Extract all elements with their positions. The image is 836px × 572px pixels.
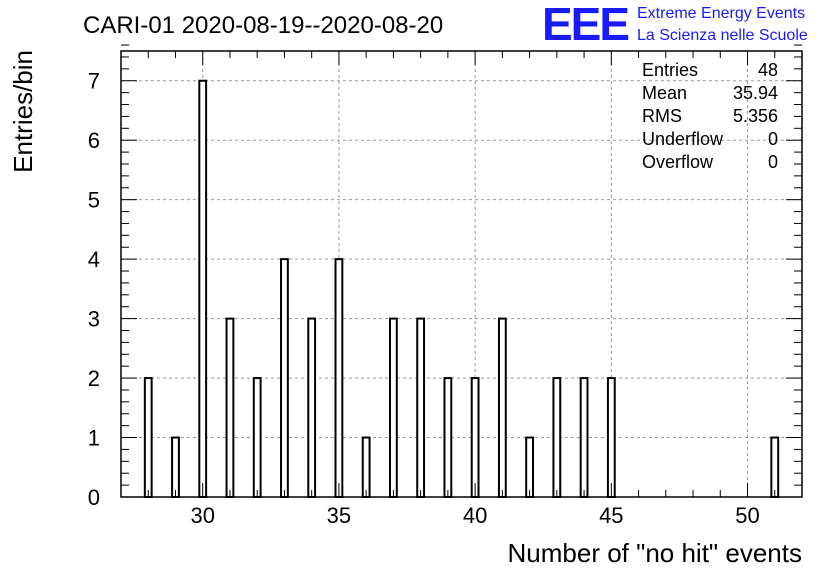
y-tick-label: 5 <box>88 188 100 213</box>
histogram-bar <box>770 436 780 498</box>
logo-line-1: Extreme Energy Events <box>637 5 805 22</box>
y-tick-label: 4 <box>88 247 100 272</box>
histogram-bar <box>552 377 562 499</box>
grid-lines <box>121 51 802 497</box>
histogram-bar <box>606 377 616 499</box>
stats-box: Entries 48 Mean 35.94 RMS 5.356 Underflo… <box>642 60 778 172</box>
stats-rms-value: 5.356 <box>733 106 778 126</box>
y-tick-labels: 0 1 2 3 4 5 6 7 <box>88 69 100 510</box>
y-tick-label: 7 <box>88 69 100 94</box>
histogram-bar <box>280 258 289 498</box>
x-tick-label: 45 <box>599 503 623 528</box>
histogram-bar <box>225 317 235 498</box>
x-tick-label: 40 <box>463 503 487 528</box>
histogram-bar <box>470 377 480 499</box>
histogram-bar <box>579 377 589 499</box>
stats-underflow-value: 0 <box>768 129 778 149</box>
x-tick-labels: 30 35 40 45 50 <box>190 503 759 528</box>
stats-rms-label: RMS <box>642 106 682 126</box>
histogram-bar <box>252 377 262 499</box>
x-tick-label: 50 <box>735 503 759 528</box>
histogram-bar <box>525 436 535 498</box>
logo-mark: EEE <box>542 0 628 50</box>
stats-entries-label: Entries <box>642 60 698 80</box>
y-axis-title: Entries/bin <box>8 50 38 173</box>
histogram-bar <box>443 377 453 499</box>
x-tick-label: 30 <box>190 503 214 528</box>
y-tick-label: 0 <box>88 485 100 510</box>
stats-underflow-label: Underflow <box>642 129 724 149</box>
histogram-bar <box>198 79 208 498</box>
y-tick-label: 1 <box>88 426 100 451</box>
histogram-bar <box>143 377 153 499</box>
y-tick-label: 3 <box>88 307 100 332</box>
logo-line-2: La Scienza nelle Scuole <box>637 27 808 44</box>
histogram-bar <box>171 436 180 498</box>
x-tick-label: 35 <box>327 503 351 528</box>
chart-title: CARI-01 2020-08-19--2020-08-20 <box>83 12 443 39</box>
histogram-bars <box>143 79 780 499</box>
eee-logo: EEE Extreme Energy Events La Scienza nel… <box>542 0 808 50</box>
histogram-bar <box>307 317 317 498</box>
histogram-bar <box>388 317 398 498</box>
stats-overflow-value: 0 <box>768 152 778 172</box>
y-tick-label: 6 <box>88 128 100 153</box>
stats-overflow-label: Overflow <box>642 152 714 172</box>
stats-entries-value: 48 <box>758 60 778 80</box>
stats-mean-label: Mean <box>642 83 687 103</box>
plot-frame <box>120 50 803 498</box>
histogram-bar <box>334 258 344 498</box>
histogram-bar <box>416 317 426 498</box>
x-axis-title: Number of "no hit" events <box>508 538 803 568</box>
axis-ticks <box>120 44 803 498</box>
stats-mean-value: 35.94 <box>733 83 778 103</box>
histogram-bar <box>361 436 371 498</box>
y-tick-label: 2 <box>88 366 100 391</box>
histogram-bar <box>497 317 507 498</box>
